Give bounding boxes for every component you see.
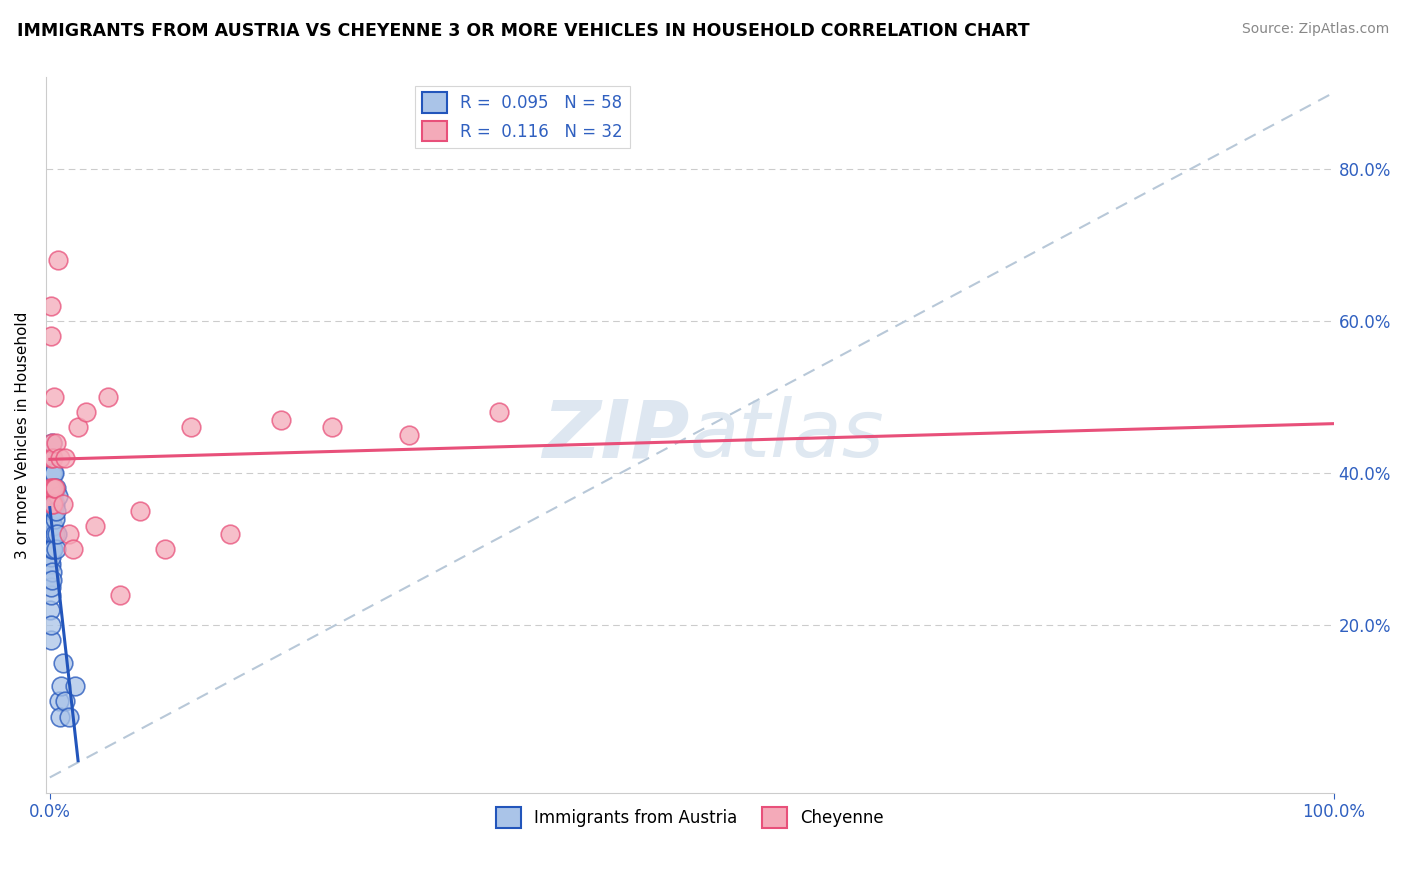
Point — [44, 390, 66, 404]
Point — [53, 450, 76, 465]
Point — [41, 450, 63, 465]
Point — [67, 420, 90, 434]
Point — [44, 481, 66, 495]
Point — [44, 504, 66, 518]
Point — [39, 542, 62, 557]
Point — [39, 466, 62, 480]
Point — [321, 420, 343, 434]
Point — [49, 450, 72, 465]
Point — [41, 481, 63, 495]
Point — [41, 466, 63, 480]
Point — [65, 679, 87, 693]
Point — [41, 504, 63, 518]
Point — [44, 527, 66, 541]
Point — [39, 588, 62, 602]
Point — [39, 558, 62, 572]
Point — [41, 527, 63, 541]
Point — [39, 481, 62, 495]
Point — [45, 527, 67, 541]
Point — [41, 519, 63, 533]
Text: IMMIGRANTS FROM AUSTRIA VS CHEYENNE 3 OR MORE VEHICLES IN HOUSEHOLD CORRELATION : IMMIGRANTS FROM AUSTRIA VS CHEYENNE 3 OR… — [17, 22, 1029, 40]
Point — [42, 542, 65, 557]
Point — [180, 420, 202, 434]
Point — [39, 329, 62, 343]
Point — [46, 489, 69, 503]
Point — [41, 481, 63, 495]
Point — [128, 504, 150, 518]
Point — [42, 489, 65, 503]
Point — [45, 504, 67, 518]
Point — [39, 633, 62, 648]
Y-axis label: 3 or more Vehicles in Household: 3 or more Vehicles in Household — [15, 311, 30, 558]
Point — [488, 405, 510, 419]
Point — [42, 496, 65, 510]
Point — [42, 481, 65, 495]
Point — [41, 481, 63, 495]
Point — [45, 542, 67, 557]
Text: ZIP: ZIP — [543, 396, 690, 474]
Point — [44, 496, 66, 510]
Point — [41, 565, 63, 579]
Point — [39, 299, 62, 313]
Point — [53, 694, 76, 708]
Point — [218, 527, 240, 541]
Point — [398, 428, 420, 442]
Point — [45, 435, 67, 450]
Point — [52, 657, 75, 671]
Point — [83, 519, 105, 533]
Point — [42, 466, 65, 480]
Point — [51, 679, 73, 693]
Point — [44, 512, 66, 526]
Point — [39, 573, 62, 587]
Point — [41, 549, 63, 564]
Point — [39, 512, 62, 526]
Point — [39, 603, 62, 617]
Point — [75, 405, 97, 419]
Point — [41, 573, 63, 587]
Point — [41, 496, 63, 510]
Point — [41, 542, 63, 557]
Point — [41, 504, 63, 518]
Point — [39, 527, 62, 541]
Point — [42, 450, 65, 465]
Point — [41, 450, 63, 465]
Point — [39, 580, 62, 594]
Point — [41, 504, 63, 518]
Point — [62, 542, 84, 557]
Point — [58, 527, 80, 541]
Text: Source: ZipAtlas.com: Source: ZipAtlas.com — [1241, 22, 1389, 37]
Point — [41, 435, 63, 450]
Point — [45, 481, 67, 495]
Point — [110, 588, 132, 602]
Point — [270, 413, 292, 427]
Point — [39, 481, 62, 495]
Point — [49, 709, 72, 723]
Point — [41, 527, 63, 541]
Text: atlas: atlas — [690, 396, 884, 474]
Point — [41, 496, 63, 510]
Point — [39, 542, 62, 557]
Point — [46, 253, 69, 268]
Point — [41, 435, 63, 450]
Point — [155, 542, 177, 557]
Point — [44, 466, 66, 480]
Point — [42, 519, 65, 533]
Point — [58, 709, 80, 723]
Point — [42, 481, 65, 495]
Point — [39, 481, 62, 495]
Point — [52, 496, 75, 510]
Point — [42, 496, 65, 510]
Point — [39, 618, 62, 632]
Point — [39, 558, 62, 572]
Point — [41, 450, 63, 465]
Point — [97, 390, 120, 404]
Point — [42, 496, 65, 510]
Legend: Immigrants from Austria, Cheyenne: Immigrants from Austria, Cheyenne — [489, 801, 891, 834]
Point — [48, 694, 70, 708]
Point — [42, 481, 65, 495]
Point — [39, 496, 62, 510]
